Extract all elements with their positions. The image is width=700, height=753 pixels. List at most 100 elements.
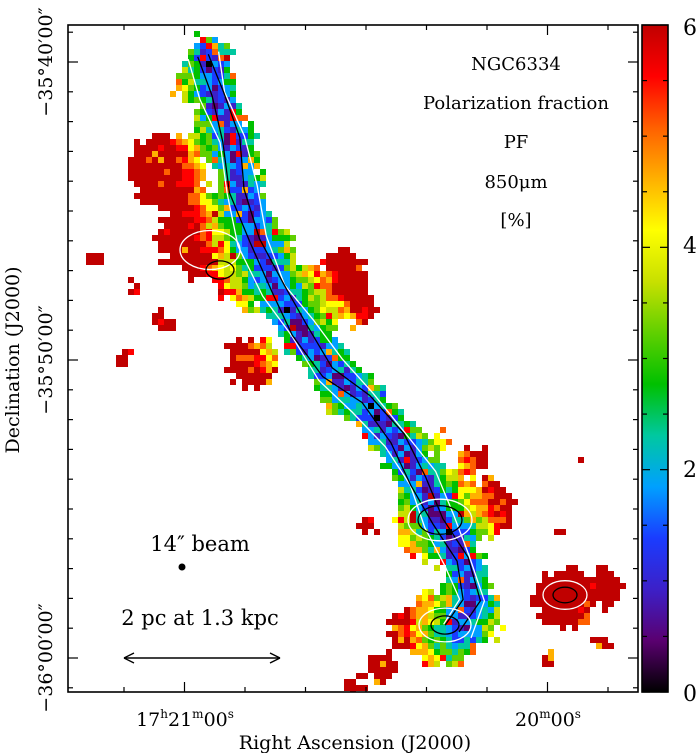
pf-pixel-99 — [206, 109, 212, 115]
pf-pixel-115 — [200, 121, 206, 127]
pf-pixel-1262 — [434, 493, 440, 499]
pf-pixel-1435 — [458, 547, 464, 553]
pf-pixel-1662 — [386, 619, 392, 625]
pf-pixel-1654 — [542, 613, 548, 619]
pf-pixel-1157 — [458, 451, 464, 457]
pf-pixel-20 — [200, 55, 206, 61]
pf-pixel-179 — [200, 145, 206, 151]
pf-pixel-1162 — [386, 457, 392, 463]
pf-pixel-286 — [230, 175, 236, 181]
pf-pixel-1110 — [380, 433, 386, 439]
pf-pixel-668 — [236, 277, 242, 283]
pf-pixel-509 — [254, 241, 260, 247]
pf-pixel-1029 — [320, 391, 326, 397]
pf-pixel-467 — [278, 229, 284, 235]
pf-pixel-785 — [344, 301, 350, 307]
pf-pixel-657 — [338, 271, 344, 277]
pf-pixel-1105 — [416, 427, 422, 433]
pf-pixel-1602 — [560, 601, 566, 607]
pf-pixel-201 — [212, 151, 218, 157]
pf-pixel-1074 — [392, 409, 398, 415]
pf-pixel-532 — [260, 247, 266, 253]
pf-pixel-199 — [200, 151, 206, 157]
pf-pixel-1708 — [572, 625, 578, 631]
pf-pixel-1337 — [404, 517, 410, 523]
pf-pixel-1448 — [476, 553, 482, 559]
pf-pixel-183 — [224, 145, 230, 151]
pf-pixel-1363 — [428, 523, 434, 529]
pf-pixel-287 — [236, 175, 242, 181]
pf-pixel-814 — [152, 313, 158, 319]
pf-pixel-623 — [302, 265, 308, 271]
pf-pixel-593 — [284, 259, 290, 265]
pf-pixel-1167 — [416, 457, 422, 463]
pf-pixel-1627 — [548, 607, 554, 613]
pf-pixel-1697 — [440, 625, 446, 631]
pf-pixel-804 — [320, 307, 326, 313]
colorbar: 6 4 2 0 — [641, 16, 697, 707]
pf-pixel-1790 — [368, 661, 374, 667]
pf-pixel-1082 — [380, 415, 386, 421]
pf-pixel-777 — [296, 301, 302, 307]
pf-pixel-1776 — [548, 649, 554, 655]
pf-pixel-1712 — [404, 631, 410, 637]
pf-pixel-1301 — [434, 505, 440, 511]
pf-pixel-1327 — [476, 511, 482, 517]
pf-pixel-893 — [260, 343, 266, 349]
pf-pixel-1809 — [362, 673, 368, 679]
pf-pixel-423 — [248, 217, 254, 223]
pf-pixel-1635 — [392, 613, 398, 619]
pf-pixel-737 — [332, 289, 338, 295]
pf-pixel-428 — [164, 223, 170, 229]
pf-pixel-1411 — [476, 535, 482, 541]
pf-pixel-576 — [182, 259, 188, 265]
pf-pixel-1051 — [326, 403, 332, 409]
pf-pixel-194 — [170, 151, 176, 157]
pf-pixel-1241 — [416, 487, 422, 493]
pf-pixel-1464 — [476, 565, 482, 571]
pf-pixel-1422 — [452, 541, 458, 547]
pf-pixel-131 — [242, 127, 248, 133]
pf-pixel-500 — [200, 241, 206, 247]
pf-pixel-1794 — [392, 661, 398, 667]
pf-pixel-1613 — [422, 607, 428, 613]
pf-pixel-771 — [260, 301, 266, 307]
pf-pixel-71 — [170, 91, 176, 97]
pf-pixel-359 — [182, 199, 188, 205]
pf-pixel-232 — [140, 163, 146, 169]
pf-pixel-176 — [182, 145, 188, 151]
pf-pixel-1692 — [410, 625, 416, 631]
pf-pixel-317 — [170, 187, 176, 193]
pf-pixel-1804 — [374, 667, 380, 673]
pf-pixel-1146 — [464, 445, 470, 451]
pf-pixel-396 — [200, 211, 206, 217]
pf-pixel-1762 — [602, 643, 608, 649]
pf-pixel-680 — [308, 277, 314, 283]
pf-pixel-1715 — [422, 631, 428, 637]
pf-pixel-1549 — [590, 589, 596, 595]
pf-pixel-1205 — [464, 469, 470, 475]
pf-pixel-1563 — [470, 595, 476, 601]
pf-pixel-941 — [326, 355, 332, 361]
pf-pixel-1104 — [410, 427, 416, 433]
pf-pixel-247 — [236, 163, 242, 169]
pf-pixel-522 — [200, 247, 206, 253]
pf-pixel-1468 — [596, 565, 602, 571]
pf-pixel-315 — [158, 187, 164, 193]
pf-pixel-1177 — [380, 463, 386, 469]
pf-pixel-203 — [224, 151, 230, 157]
pf-pixel-1113 — [398, 433, 404, 439]
pf-pixel-1054 — [344, 403, 350, 409]
pf-pixel-1120 — [374, 439, 380, 445]
pf-pixel-877 — [266, 337, 272, 343]
pf-pixel-1578 — [590, 595, 596, 601]
pf-pixel-1250 — [470, 487, 476, 493]
pf-pixel-289 — [248, 175, 254, 181]
pf-pixel-895 — [284, 343, 290, 349]
pf-pixel-230 — [128, 163, 134, 169]
axis-ticks — [68, 25, 638, 692]
y-tick-label-2: −35°50′00″ — [35, 305, 57, 414]
pf-pixel-596 — [326, 259, 332, 265]
pf-pixel-73 — [188, 91, 194, 97]
pf-pixel-1091 — [386, 421, 392, 427]
